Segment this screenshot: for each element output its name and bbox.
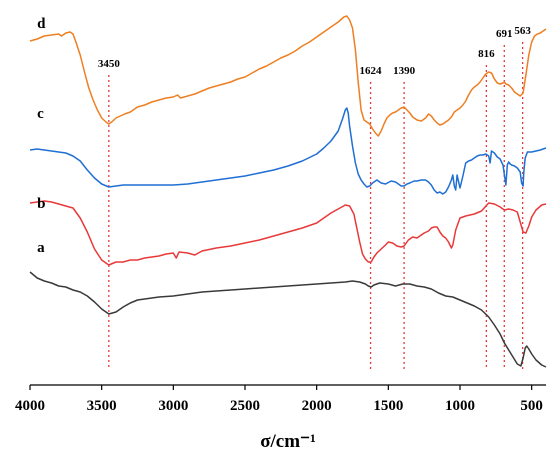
series-layer xyxy=(29,15,547,368)
peak-label: 563 xyxy=(514,25,531,37)
peak-label: 3450 xyxy=(98,58,121,70)
series-d-label: d xyxy=(37,16,46,32)
peak-label: 691 xyxy=(496,28,513,40)
x-tick-label: 2500 xyxy=(230,398,260,414)
peak-label: 1390 xyxy=(393,65,416,77)
x-tick-label: 3500 xyxy=(87,398,117,414)
x-axis-title: σ/cm⁻¹ xyxy=(260,431,316,452)
series-c-label: c xyxy=(37,106,44,122)
peak-label: 816 xyxy=(478,48,495,60)
series-a-line xyxy=(29,271,547,368)
series-b-label: b xyxy=(37,196,45,212)
x-tick-label: 2000 xyxy=(302,398,332,414)
series-c-line xyxy=(29,107,547,195)
x-tick-label: 4000 xyxy=(15,398,45,414)
x-tick-label: 1000 xyxy=(445,398,475,414)
x-tick-label: 500 xyxy=(520,398,543,414)
series-a-label: a xyxy=(37,240,45,256)
curve-label-layer: a b c d xyxy=(37,16,46,256)
x-axis: 4000 3500 3000 2500 2000 1500 1000 500 xyxy=(15,384,546,414)
series-d-line xyxy=(29,15,547,137)
peak-label: 1624 xyxy=(360,65,383,77)
series-b-line xyxy=(29,200,547,266)
x-tick-label: 1500 xyxy=(373,398,403,414)
x-tick-label: 3000 xyxy=(158,398,188,414)
